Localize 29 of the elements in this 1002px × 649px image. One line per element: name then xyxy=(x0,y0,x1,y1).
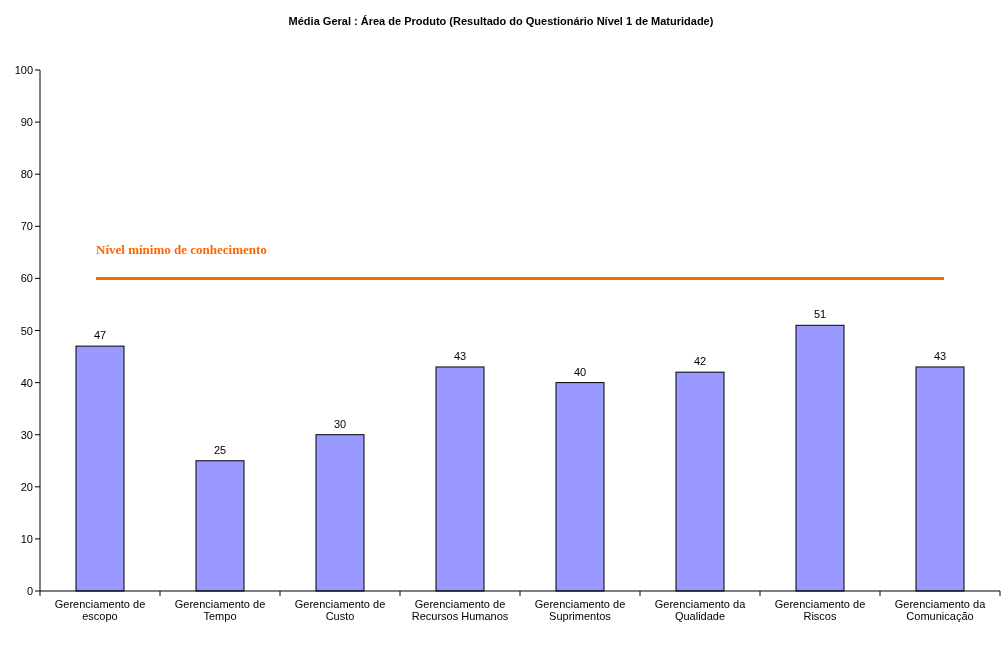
y-tick-label: 0 xyxy=(26,585,33,597)
x-tick-label: Gerenciamento de Recursos Humanos xyxy=(411,598,509,622)
data-label: 47 xyxy=(93,329,107,342)
y-tick-label: 100 xyxy=(14,64,33,76)
x-tick-label: Gerenciamento da Qualidade xyxy=(654,598,747,622)
data-label: 43 xyxy=(453,349,467,362)
x-tick-label: Gerenciamento de Suprimentos xyxy=(534,598,626,622)
y-tick-label: 60 xyxy=(20,272,33,285)
ref-line-label: Nível mínimo de conhecimento xyxy=(96,242,267,258)
data-label: 40 xyxy=(573,365,587,378)
data-label: 51 xyxy=(813,308,827,321)
data-label: 25 xyxy=(213,443,227,456)
chart-title: Média Geral : Área de Produto (Resultado do Questionário Nível 1 de Maturidade) xyxy=(288,15,714,27)
y-tick-label: 90 xyxy=(20,116,33,129)
y-tick-label: 30 xyxy=(20,428,33,441)
data-label: 42 xyxy=(693,355,707,368)
data-label: 43 xyxy=(933,349,947,362)
y-tick-label: 20 xyxy=(20,480,33,493)
x-tick-label: Gerenciamento de Custo xyxy=(294,598,386,622)
y-tick-label: 80 xyxy=(20,168,33,181)
x-tick-label: Gerenciamento de Tempo xyxy=(174,598,266,622)
data-label: 30 xyxy=(333,417,347,430)
y-tick-label: 70 xyxy=(20,220,33,233)
x-tick-label: Gerenciamento da Comunicação xyxy=(894,598,987,622)
y-tick-label: 10 xyxy=(20,532,33,545)
x-tick-label: Gerenciamento de Riscos xyxy=(774,598,866,622)
y-tick-label: 40 xyxy=(20,376,33,389)
y-tick-label: 50 xyxy=(20,324,33,337)
x-tick-label: Gerenciamento de escopo xyxy=(54,598,146,622)
